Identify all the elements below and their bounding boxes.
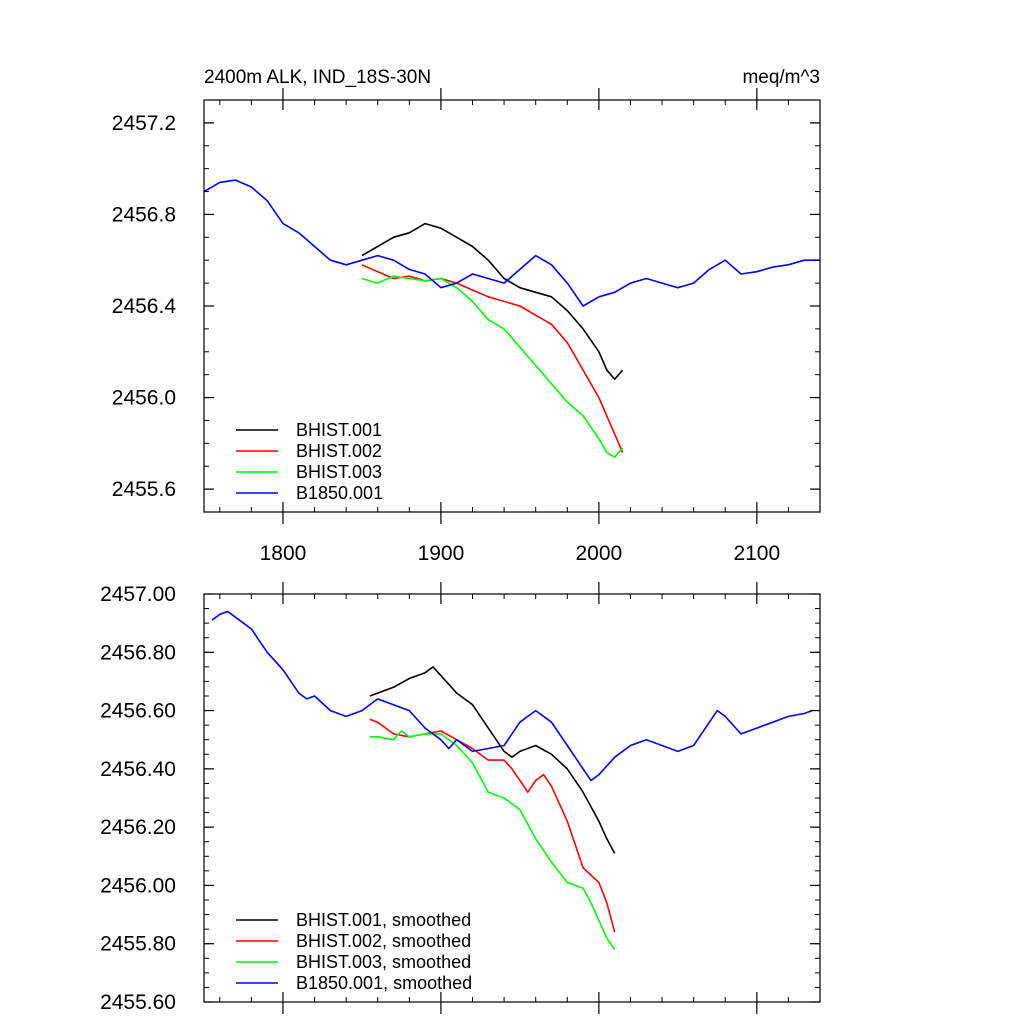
y-tick-label: 2456.4 (112, 295, 177, 318)
y-tick-label: 2456.40 (100, 758, 176, 781)
legend-entry: BHIST.003, smoothed (296, 952, 471, 972)
y-tick-label: 2456.60 (100, 700, 176, 723)
y-tick-label: 2456.20 (100, 816, 176, 839)
bottom-panel: 2455.60 2455.80 2456.00 2456.20 2456.40 2456.… (100, 582, 821, 1014)
top-series-lines (203, 179, 820, 458)
y-tick-label: 2455.80 (100, 933, 176, 956)
legend-entry: BHIST.001, smoothed (296, 910, 471, 930)
y-tick-label: 2456.80 (100, 641, 176, 664)
series-line-bhist-003-smoothed (369, 730, 616, 950)
series-line-bhist-003 (361, 275, 624, 458)
panel-units: meq/m^3 (742, 67, 820, 88)
x-tick-label: 1900 (418, 542, 465, 565)
y-tick-label: 2455.60 (100, 991, 176, 1014)
series-line-bhist-002-smoothed (369, 718, 616, 933)
bottom-series-lines (211, 610, 813, 950)
legend-entry: B1850.001, smoothed (296, 973, 472, 993)
top-panel: 2400m ALK, IND_18S-30N meq/m^3 2455.6 245… (112, 67, 821, 565)
series-line-bhist-002 (361, 264, 624, 453)
legend-entry: BHIST.001 (296, 420, 382, 440)
legend-entry: BHIST.003 (296, 462, 382, 482)
x-tick-label: 1800 (260, 542, 307, 565)
x-tick-label: 2000 (576, 542, 623, 565)
legend-entry: BHIST.002 (296, 441, 382, 461)
y-tick-label: 2457.2 (112, 112, 176, 135)
y-tick-label: 2456.8 (112, 203, 176, 226)
legend-entry: B1850.001 (296, 483, 383, 503)
series-line-bhist-001-smoothed (369, 666, 616, 854)
series-line-bhist-001 (361, 222, 624, 381)
panel-title: 2400m ALK, IND_18S-30N (204, 67, 431, 88)
x-tick-label: 2100 (733, 542, 780, 565)
y-tick-label: 2456.00 (100, 874, 176, 897)
legend-entry: BHIST.002, smoothed (296, 931, 471, 951)
series-line-b1850-001-smoothed (211, 610, 813, 782)
series-line-b1850-001 (203, 179, 820, 307)
y-tick-label: 2457.00 (100, 583, 176, 606)
y-tick-label: 2455.6 (112, 478, 176, 501)
y-tick-label: 2456.0 (112, 387, 176, 410)
